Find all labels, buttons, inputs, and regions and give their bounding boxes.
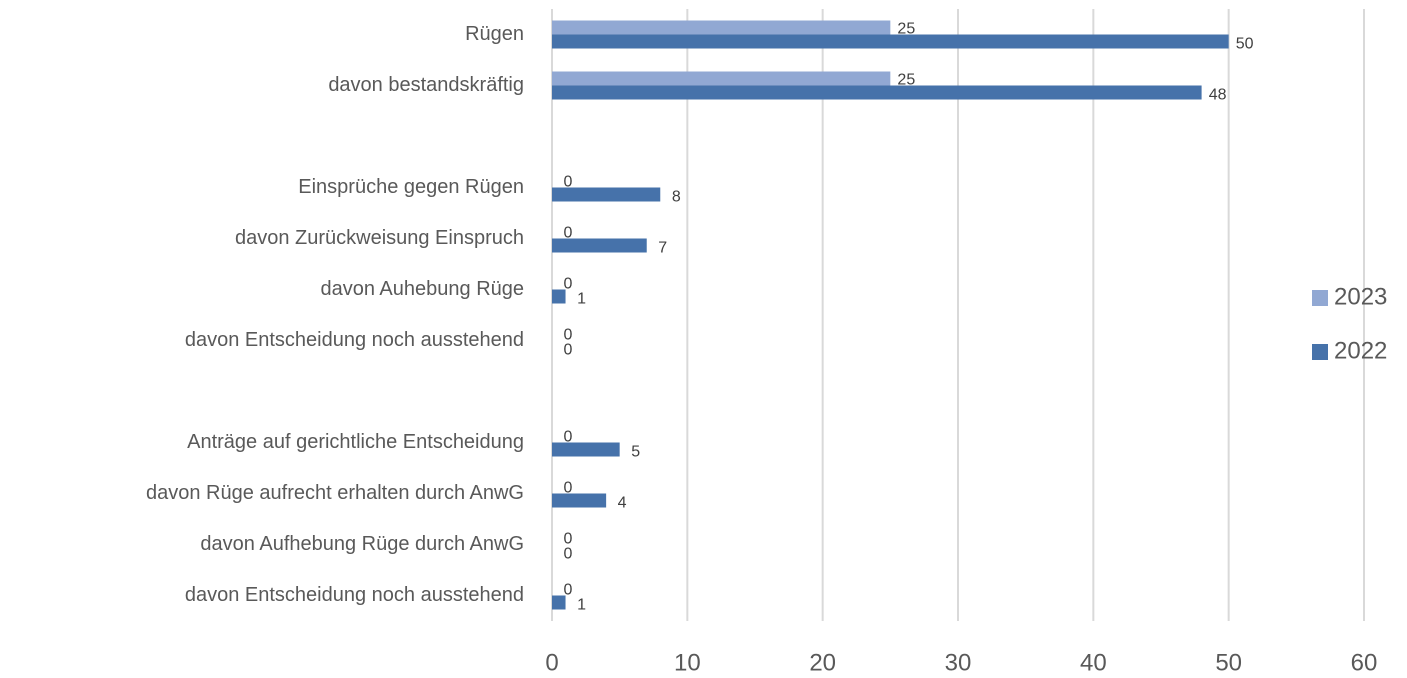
- x-tick-label: 20: [809, 649, 836, 676]
- x-tick-label: 10: [674, 649, 701, 676]
- y-tick-label: Rügen: [465, 23, 524, 45]
- data-label: 0: [564, 546, 573, 563]
- bar: [552, 289, 566, 304]
- data-label: 48: [1209, 87, 1227, 104]
- bar: [552, 85, 1202, 100]
- data-label: 25: [897, 21, 915, 38]
- x-tick-label: 0: [545, 649, 558, 676]
- y-tick-label: davon bestandskräftig: [328, 74, 524, 96]
- data-label: 0: [564, 531, 573, 548]
- y-tick-label: Einsprüche gegen Rügen: [298, 176, 524, 198]
- y-tick-label: davon Auhebung Rüge: [320, 278, 524, 300]
- x-tick-label: 30: [945, 649, 972, 676]
- bar: [552, 71, 891, 86]
- data-label: 8: [672, 189, 681, 206]
- bar: [552, 20, 891, 35]
- bar: [552, 34, 1229, 49]
- bar: [552, 442, 620, 457]
- data-label: 0: [564, 480, 573, 497]
- legend-label: 2022: [1334, 337, 1387, 364]
- data-label: 0: [564, 225, 573, 242]
- bar: [552, 238, 647, 253]
- legend-swatch: [1312, 290, 1328, 306]
- bar: [552, 595, 566, 610]
- data-label: 5: [631, 444, 640, 461]
- data-label: 4: [618, 495, 627, 512]
- bar: [552, 493, 607, 508]
- data-label: 0: [564, 582, 573, 599]
- data-label: 0: [564, 342, 573, 359]
- legend-label: 2023: [1334, 283, 1387, 310]
- data-label: 25: [897, 72, 915, 89]
- x-tick-label: 50: [1215, 649, 1242, 676]
- data-label: 1: [577, 291, 586, 308]
- legend-swatch: [1312, 344, 1328, 360]
- y-tick-label: Anträge auf gerichtliche Entscheidung: [187, 431, 524, 453]
- data-label: 0: [564, 276, 573, 293]
- y-tick-label: davon Entscheidung noch ausstehend: [185, 329, 524, 351]
- data-label: 0: [564, 174, 573, 191]
- data-label: 0: [564, 429, 573, 446]
- bar: [552, 187, 661, 202]
- y-tick-label: davon Zurückweisung Einspruch: [235, 227, 524, 249]
- y-tick-label: davon Aufhebung Rüge durch AnwG: [200, 533, 524, 555]
- data-label: 0: [564, 327, 573, 344]
- data-label: 7: [658, 240, 667, 257]
- data-label: 1: [577, 597, 586, 614]
- y-tick-label: davon Entscheidung noch ausstehend: [185, 584, 524, 606]
- x-tick-label: 40: [1080, 649, 1107, 676]
- data-label: 50: [1236, 36, 1254, 53]
- x-tick-label: 60: [1351, 649, 1378, 676]
- y-tick-label: davon Rüge aufrecht erhalten durch AnwG: [146, 482, 524, 504]
